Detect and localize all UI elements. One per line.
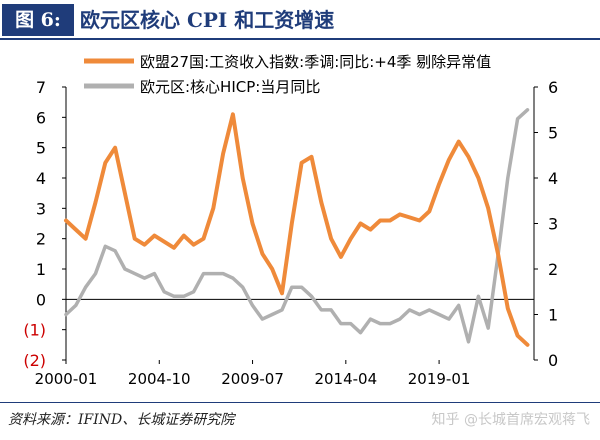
left-tick-label: 7 bbox=[36, 78, 46, 97]
left-tick-label: (2) bbox=[23, 351, 46, 370]
legend-label-1: 欧盟27国:工资收入指数:季调:同比:+4季 剔除异常值 bbox=[140, 53, 491, 71]
x-tick-label: 2019-01 bbox=[408, 370, 471, 388]
figure-title: 欧元区核心 CPI 和工资增速 bbox=[80, 8, 335, 32]
left-tick-label: (1) bbox=[23, 321, 46, 340]
left-tick-label: 2 bbox=[36, 230, 46, 249]
right-tick-label: 6 bbox=[548, 78, 558, 97]
chart-series-layer bbox=[64, 108, 530, 347]
title-underline bbox=[0, 38, 600, 40]
right-tick-label: 3 bbox=[548, 215, 558, 234]
left-tick-label: 0 bbox=[36, 290, 46, 309]
figure-number-badge: 图 6: bbox=[2, 4, 74, 36]
chart-legend: 欧盟27国:工资收入指数:季调:同比:+4季 剔除异常值欧元区:核心HICP:当… bbox=[84, 53, 491, 96]
left-tick-label: 3 bbox=[36, 199, 46, 218]
x-tick-label: 2004-10 bbox=[128, 370, 191, 388]
right-tick-label: 1 bbox=[548, 306, 558, 325]
left-tick-label: 5 bbox=[36, 139, 46, 158]
x-tick-label: 2014-04 bbox=[314, 370, 377, 388]
figure-header: 图 6: 欧元区核心 CPI 和工资增速 bbox=[0, 0, 600, 40]
left-tick-label: 4 bbox=[36, 169, 46, 188]
x-tick-label: 2009-07 bbox=[221, 370, 284, 388]
left-tick-label: 1 bbox=[36, 260, 46, 279]
footer-rule bbox=[0, 402, 600, 403]
watermark: 知乎 @长城首席宏观蒋飞 bbox=[431, 412, 590, 428]
right-tick-label: 4 bbox=[548, 169, 558, 188]
x-tick-label: 2000-01 bbox=[35, 370, 98, 388]
right-tick-label: 5 bbox=[548, 124, 558, 143]
source-note: 资料来源：IFIND、长城证券研究院 bbox=[8, 412, 235, 428]
legend-label-2: 欧元区:核心HICP:当月同比 bbox=[140, 78, 320, 96]
right-tick-label: 2 bbox=[548, 260, 558, 279]
chart-axes: 7 6 5 4 3 2 1 0 (1) (2) 6 5 4 3 2 1 0 2000-01 2004-10 2009-… bbox=[23, 78, 558, 388]
left-tick-label: 6 bbox=[36, 108, 46, 127]
right-tick-label: 0 bbox=[548, 351, 558, 370]
series-line-2 bbox=[64, 108, 530, 344]
series-line-1 bbox=[64, 112, 530, 347]
line-chart: 欧盟27国:工资收入指数:季调:同比:+4季 剔除异常值欧元区:核心HICP:当… bbox=[23, 53, 558, 388]
